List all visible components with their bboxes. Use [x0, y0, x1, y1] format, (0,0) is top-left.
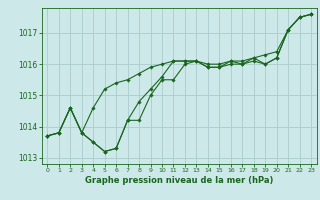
X-axis label: Graphe pression niveau de la mer (hPa): Graphe pression niveau de la mer (hPa) [85, 176, 273, 185]
